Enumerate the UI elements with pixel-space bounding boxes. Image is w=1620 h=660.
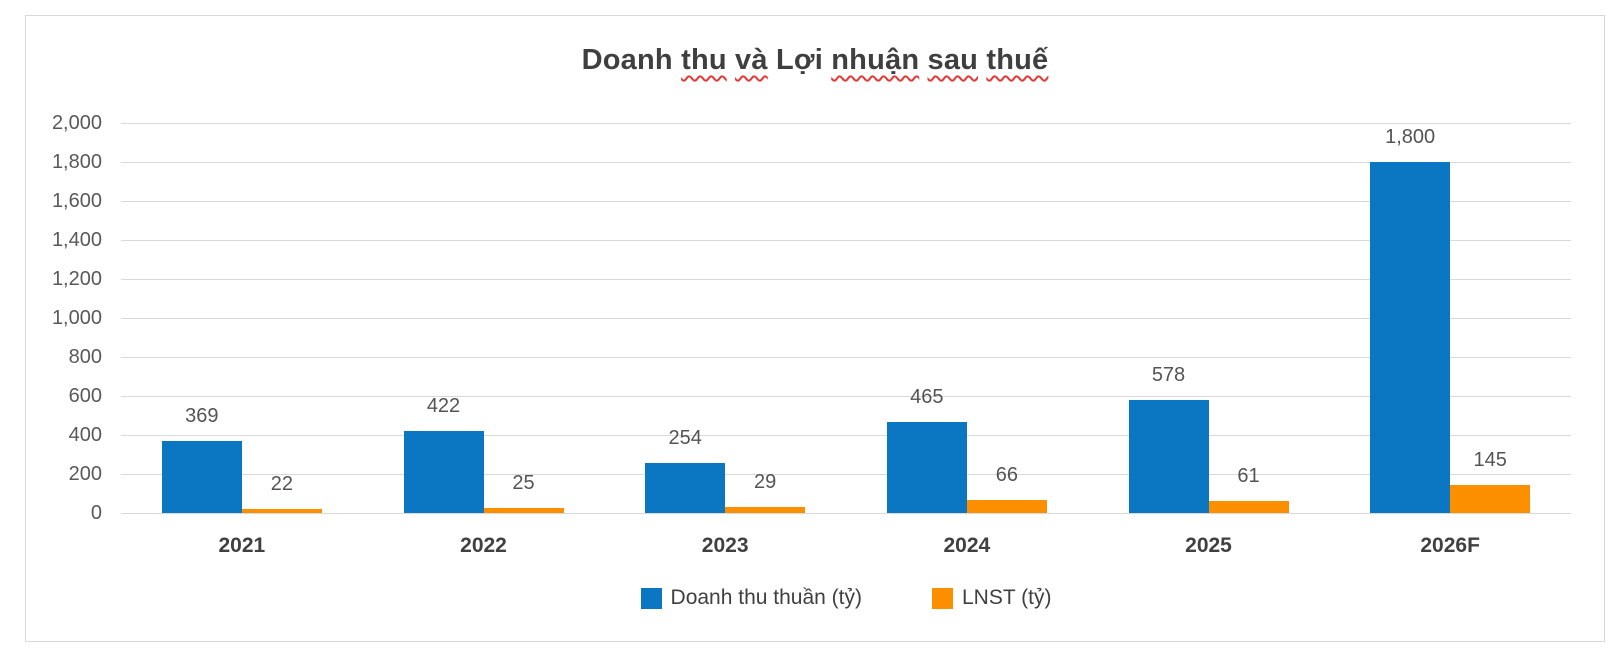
title-word: thuế	[986, 44, 1049, 76]
bar	[1450, 484, 1531, 513]
legend-item: LNST (tỷ)	[931, 586, 1052, 610]
gridline	[121, 356, 1571, 358]
bar	[645, 463, 726, 513]
gridline	[121, 239, 1571, 241]
bar	[1370, 162, 1451, 513]
x-tick-label: 2023	[701, 534, 749, 557]
gridline	[121, 278, 1571, 280]
gridline	[121, 122, 1571, 124]
title-word: và	[735, 44, 768, 76]
x-tick-label: 2021	[218, 534, 266, 557]
bar	[241, 508, 322, 513]
bar	[1208, 501, 1289, 513]
title-word: nhuận	[831, 44, 920, 76]
gridline	[121, 473, 1571, 475]
bar	[886, 422, 967, 513]
y-tick-label: 1,800	[51, 151, 102, 173]
data-label: 465	[910, 386, 944, 409]
x-tick-label: 2024	[943, 534, 991, 557]
gridline	[121, 512, 1571, 514]
gridline	[121, 395, 1571, 397]
gridline	[121, 434, 1571, 436]
y-tick-label: 400	[68, 424, 102, 446]
x-tick-label: 2025	[1185, 534, 1232, 557]
y-tick-label: 800	[68, 346, 102, 368]
data-label: 369	[185, 405, 219, 428]
gridline	[121, 317, 1571, 319]
y-tick-label: 600	[68, 385, 102, 407]
plot-area: 369 22 2021 422 25 2022 254 29 2023 465 66 2024 578 6…	[121, 122, 1571, 557]
data-label: 61	[1237, 465, 1260, 488]
legend: Doanh thu thuần (tỷ) LNST (tỷ)	[121, 586, 1571, 610]
legend-label: Doanh thu thuần (tỷ)	[670, 586, 862, 609]
legend-swatch	[640, 587, 662, 609]
x-tick-label: 2026F	[1420, 534, 1480, 557]
y-tick-label: 1,200	[51, 268, 102, 290]
x-tick-label: 2022	[460, 534, 507, 557]
y-tick-label: 1,400	[51, 229, 102, 251]
data-label: 145	[1473, 448, 1507, 471]
legend-swatch	[931, 587, 953, 609]
data-label: 254	[668, 427, 702, 450]
data-label: 29	[754, 471, 777, 494]
bar	[403, 430, 484, 513]
legend-item: Doanh thu thuần (tỷ)	[640, 586, 862, 610]
y-tick-label: 2,000	[51, 112, 102, 134]
data-label: 66	[995, 464, 1018, 487]
bar	[161, 441, 242, 513]
title-word: sau	[927, 44, 979, 76]
title-word: Lợi	[775, 44, 823, 76]
title-word: Doanh	[581, 44, 673, 76]
gridline	[121, 161, 1571, 163]
gridline	[121, 200, 1571, 202]
title-word: thu	[681, 44, 727, 76]
data-label: 422	[426, 394, 461, 417]
bar	[1128, 400, 1209, 513]
y-tick-label: 200	[68, 463, 102, 485]
bar	[725, 507, 806, 513]
chart-frame: Doanh thu và Lợi nhuận sau thuế 369 22 202…	[25, 15, 1605, 642]
bar	[966, 500, 1047, 513]
y-tick-label: 1,600	[51, 190, 102, 212]
bar	[483, 508, 564, 513]
data-label: 1,800	[1385, 126, 1436, 148]
legend-label: LNST (tỷ)	[961, 586, 1052, 609]
y-tick-label: 0	[90, 502, 102, 524]
data-label: 25	[512, 472, 535, 495]
y-tick-label: 1,000	[51, 307, 102, 329]
chart-title: Doanh thu và Lợi nhuận sau thuế	[26, 44, 1604, 77]
data-label: 22	[270, 472, 293, 495]
data-label: 578	[1151, 364, 1186, 387]
